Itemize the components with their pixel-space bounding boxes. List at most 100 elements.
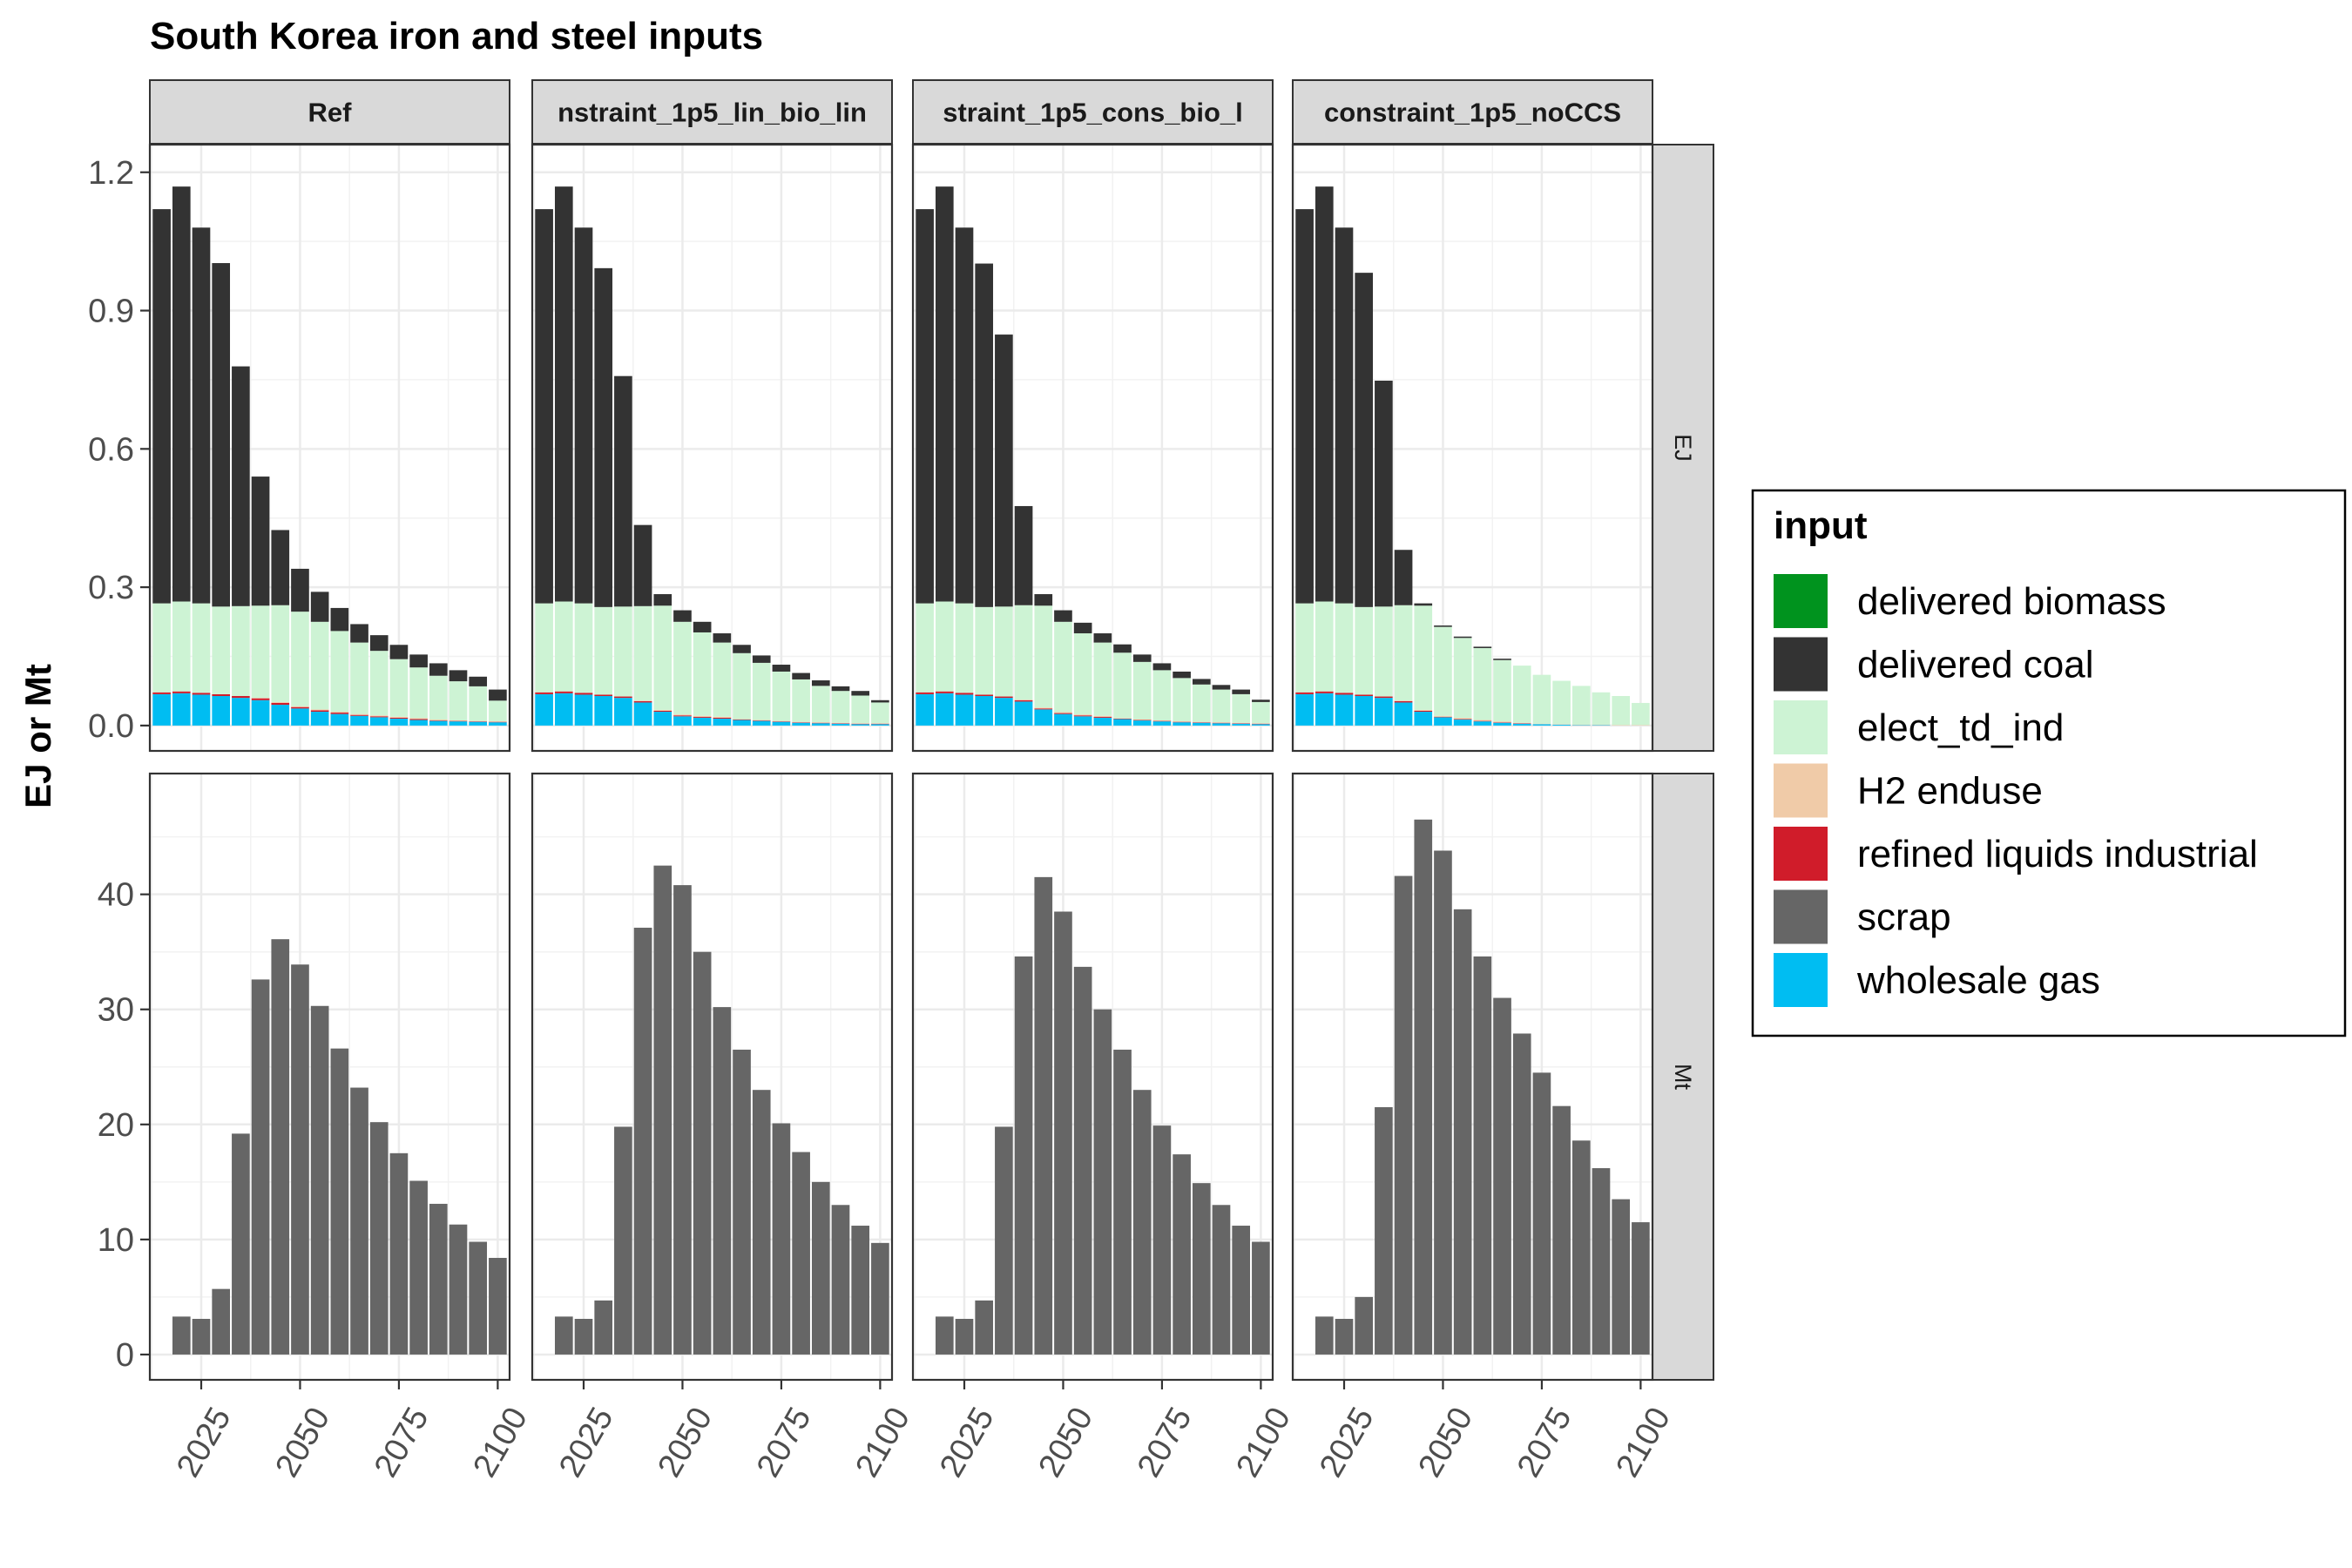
bar-h2-enduse-2060 (1093, 715, 1112, 717)
x-tick-label: 2050 (268, 1402, 337, 1484)
bar-refined-liquids-industrial-2040 (1394, 700, 1413, 703)
bar-delivered-coal-2045 (1034, 594, 1053, 606)
bar-refined-liquids-industrial-2025 (574, 693, 593, 695)
bar-wholesale-gas-2045 (271, 705, 290, 726)
bar-scrap-2030 (1355, 1296, 1374, 1355)
bar-scrap-2045 (1414, 819, 1433, 1355)
panel-constraint-1p5-cons-bio-lin-mt (911, 772, 1274, 1382)
bar-scrap-2085 (1192, 1183, 1211, 1355)
bar-elect-td-ind-2015 (535, 603, 553, 693)
facet-panels: Ref nstraint_1p5_lin_bio_lin straint_1p5_c… (148, 79, 1714, 1382)
bar-scrap-2080 (1173, 1154, 1191, 1355)
bar-scrap-2045 (271, 939, 290, 1355)
bar-h2-enduse-2085 (811, 722, 830, 723)
bar-refined-liquids-industrial-2045 (1414, 710, 1433, 713)
bar-scrap-2050 (291, 964, 309, 1355)
bar-h2-enduse-2055 (1073, 714, 1092, 716)
legend-swatch (1774, 763, 1828, 818)
bar-wholesale-gas-2030 (975, 696, 994, 726)
facet-strip-constraint-1p5-lin-bio-lin: nstraint_1p5_lin_bio_lin (531, 79, 893, 145)
bar-delivered-coal-2045 (1414, 603, 1433, 606)
bar-wholesale-gas-2070 (369, 717, 389, 726)
bar-elect-td-ind-2045 (653, 605, 672, 710)
bar-wholesale-gas-2090 (1212, 723, 1231, 726)
bar-scrap-2075 (1152, 1125, 1172, 1355)
bar-wholesale-gas-2060 (330, 713, 349, 726)
legend-item-delivered-biomass: delivered biomass (1774, 574, 2166, 628)
bar-delivered-coal-2050 (673, 610, 692, 622)
panel-constraint-1p5-noccs-mt (1291, 772, 1654, 1382)
bar-elect-td-ind-2025 (192, 603, 211, 693)
bar-h2-enduse-2040 (633, 700, 652, 701)
y-tick-label: 0.0 (88, 708, 134, 745)
bar-h2-enduse-2085 (1571, 724, 1591, 726)
bar-scrap-2060 (1093, 1009, 1112, 1355)
bar-delivered-coal-2040 (633, 524, 652, 606)
legend-label: delivered biomass (1857, 580, 2166, 623)
bar-refined-liquids-industrial-2035 (1375, 696, 1393, 699)
y-tick-label: 40 (98, 877, 134, 914)
bar-scrap-2030 (594, 1300, 613, 1355)
bar-elect-td-ind-2095 (1612, 696, 1631, 726)
bar-delivered-coal-2095 (851, 691, 870, 696)
bar-wholesale-gas-2080 (1552, 724, 1571, 726)
bar-wholesale-gas-2080 (409, 720, 428, 726)
bar-scrap-2055 (310, 1005, 329, 1355)
bar-refined-liquids-industrial-2045 (653, 710, 672, 713)
bar-elect-td-ind-2025 (955, 603, 974, 693)
bar-refined-liquids-industrial-2035 (995, 696, 1013, 699)
bar-refined-liquids-industrial-2040 (1014, 700, 1033, 702)
bar-wholesale-gas-2030 (594, 696, 613, 726)
bar-wholesale-gas-2030 (212, 696, 231, 726)
bar-h2-enduse-2045 (1034, 707, 1053, 709)
bar-scrap-2020 (554, 1316, 573, 1355)
bar-refined-liquids-industrial-2075 (1152, 720, 1172, 722)
bar-wholesale-gas-2075 (772, 721, 791, 726)
bar-delivered-coal-2035 (232, 366, 250, 606)
bar-scrap-2040 (1014, 956, 1033, 1355)
bar-wholesale-gas-2040 (251, 700, 270, 726)
bar-wholesale-gas-2015 (535, 693, 553, 726)
legend-label: scrap (1857, 896, 1951, 939)
bar-elect-td-ind-2075 (389, 659, 409, 717)
bar-elect-td-ind-2050 (291, 612, 309, 706)
x-tick-label: 2075 (1511, 1402, 1579, 1484)
bar-elect-td-ind-2060 (330, 631, 349, 713)
bar-wholesale-gas-2040 (1394, 702, 1413, 726)
bar-delivered-coal-2015 (916, 209, 934, 604)
bar-elect-td-ind-2090 (449, 681, 468, 721)
bar-scrap-2100 (1632, 1222, 1650, 1355)
panel-ref-mt (148, 772, 511, 1382)
bar-wholesale-gas-2025 (1335, 694, 1354, 726)
bar-wholesale-gas-2060 (713, 718, 732, 726)
bar-h2-enduse-2050 (291, 706, 309, 707)
bar-wholesale-gas-2075 (1532, 724, 1551, 726)
bar-delivered-coal-2055 (1073, 622, 1092, 634)
bar-elect-td-ind-2100 (489, 700, 507, 722)
bar-wholesale-gas-2030 (1355, 696, 1374, 726)
bar-scrap-2090 (1592, 1167, 1611, 1355)
bar-scrap-2090 (449, 1224, 468, 1355)
y-axis-title: EJ or Mt (17, 664, 58, 808)
bar-wholesale-gas-2040 (1014, 701, 1033, 726)
bar-refined-liquids-industrial-2090 (1212, 722, 1231, 724)
bar-scrap-2035 (614, 1126, 632, 1355)
bar-delivered-coal-2025 (192, 227, 211, 604)
bar-scrap-2080 (1552, 1105, 1571, 1355)
bar-scrap-2065 (1113, 1049, 1132, 1355)
y-tick-label: 1.2 (88, 155, 134, 192)
bar-delivered-coal-2055 (1453, 636, 1472, 639)
bar-wholesale-gas-2055 (1453, 720, 1472, 726)
legend-swatch (1774, 700, 1828, 754)
bar-elect-td-ind-2015 (916, 603, 934, 693)
bar-scrap-2045 (1034, 876, 1053, 1355)
bar-delivered-coal-2030 (594, 267, 613, 607)
bar-refined-liquids-industrial-2015 (535, 692, 553, 694)
bar-h2-enduse-2100 (871, 723, 889, 724)
bar-scrap-2035 (995, 1126, 1013, 1355)
bar-h2-enduse-2060 (330, 712, 349, 713)
legend-label: H2 enduse (1857, 770, 2043, 813)
bar-delivered-coal-2100 (489, 689, 507, 701)
facet-strip-label: constraint_1p5_noCCS (1324, 98, 1621, 128)
bar-refined-liquids-industrial-2080 (409, 719, 428, 720)
